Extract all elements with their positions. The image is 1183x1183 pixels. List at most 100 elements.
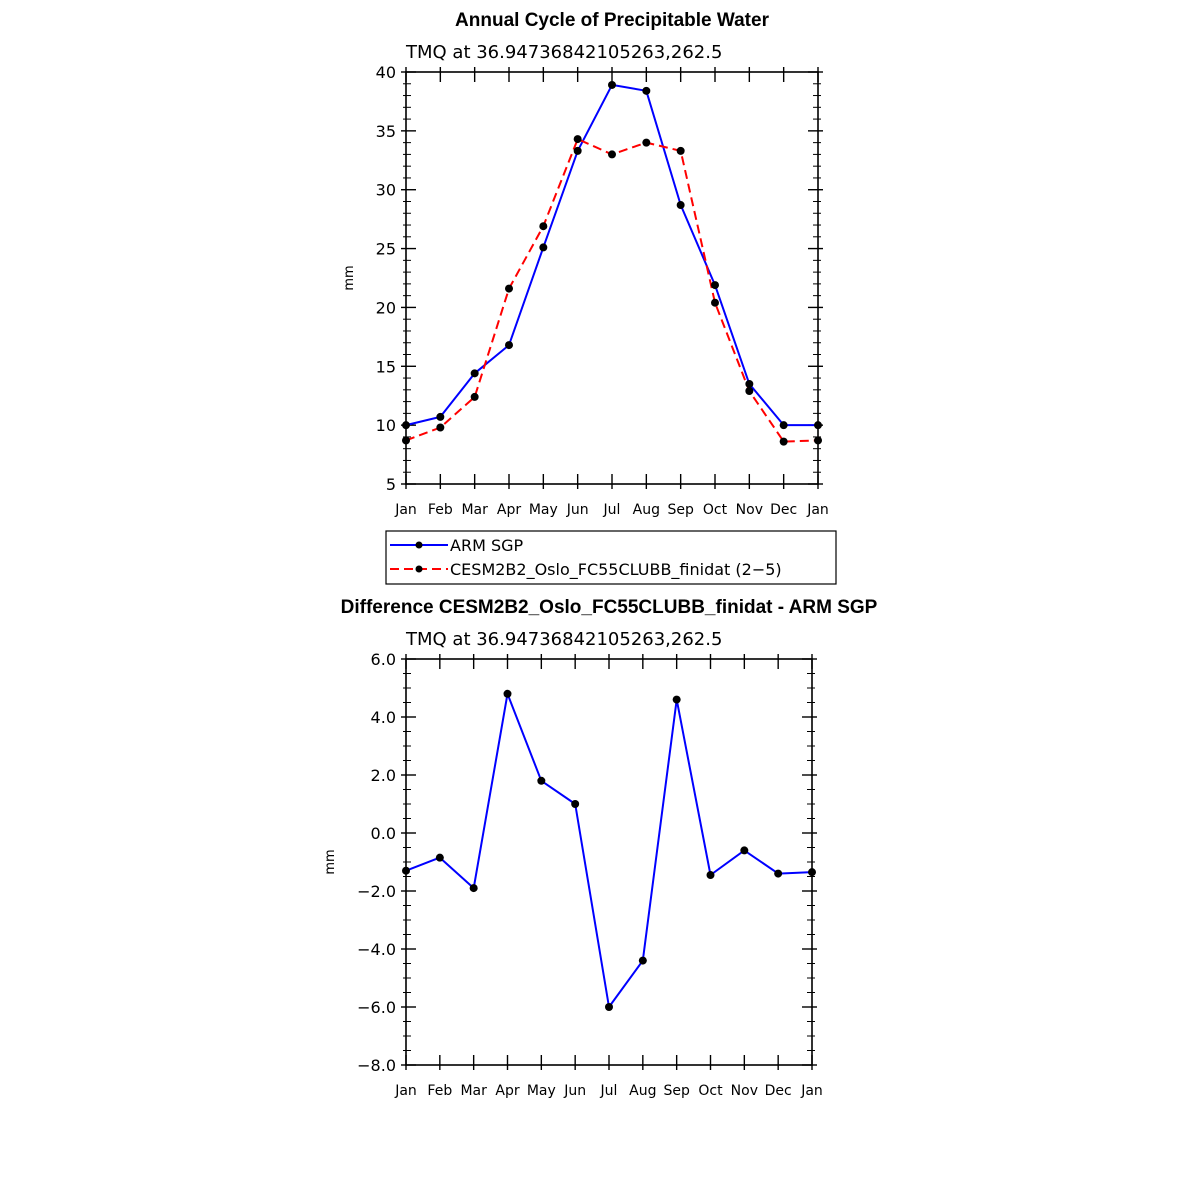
panel-1-data-point-0 (436, 412, 445, 421)
panel-1-x-tick-label: Feb (428, 502, 453, 518)
panel-1-y-tick-label: 5 (386, 475, 396, 494)
panel-2-x-tick-label: Feb (427, 1083, 452, 1099)
panel-2-x-tick-label: May (527, 1083, 556, 1099)
panel-2-y-tick-label: 2.0 (371, 766, 396, 785)
panel-1-x-tick-label: Jul (603, 502, 621, 518)
panel-2-data-point-0 (638, 956, 647, 965)
panel-2-data-point-0 (672, 695, 681, 704)
panel-2-x-tick-label: Jan (800, 1083, 823, 1099)
panel-1-y-tick-label: 20 (376, 298, 396, 317)
panel-2-series (402, 689, 816, 1011)
panel-2-data-point-0 (571, 800, 580, 808)
panel-1-data-point-0 (642, 86, 651, 95)
panel-2-x-tick-label: Jan (394, 1083, 417, 1099)
panel-1-y-tick-label: 10 (376, 416, 396, 435)
legend: ARM SGP CESM2B2_Oslo_FC55CLUBB_finidat (… (385, 530, 837, 585)
panel-1-data-point-0 (676, 201, 685, 210)
panel-1-data-point-0 (608, 80, 616, 89)
panel-1-data-point-0 (745, 379, 754, 388)
panel-2-data-point-0 (808, 868, 816, 877)
panel-2-data-point-0 (537, 776, 546, 785)
panel-1-data-point-0 (711, 281, 719, 290)
panel-1-x-tick-label: Oct (703, 502, 728, 518)
panel-2-data-point-0 (706, 871, 715, 880)
panel-2-y-tick-label: −2.0 (357, 882, 396, 901)
panel-1-x-tick-label: Jan (394, 502, 417, 518)
panel-2-y-axis-label: mm (323, 849, 338, 874)
panel-1-data-point-1 (745, 387, 754, 396)
panel-1-data-point-1 (676, 146, 685, 155)
panel-1-data-point-1 (814, 436, 822, 445)
panel-2-x-tick-label: Sep (663, 1083, 690, 1099)
panel-1-x-tick-label: Aug (633, 502, 660, 518)
panel-1-x-tick-label: Apr (497, 502, 521, 518)
panel-1-y-tick-label: 25 (376, 240, 396, 259)
panel-1-data-point-0 (505, 341, 513, 350)
annual-cycle-panel: Annual Cycle of Precipitable Water TMQ a… (342, 10, 829, 518)
difference-panel: Difference CESM2B2_Oslo_FC55CLUBB_finida… (323, 597, 878, 1099)
panel-1-x-tick-label: Sep (667, 502, 694, 518)
legend-marker-cesm (415, 565, 423, 573)
panel-1-y-tick-label: 40 (376, 63, 396, 82)
panel-2-x-tick-label: Apr (495, 1083, 519, 1099)
panel-1-data-point-1 (608, 150, 616, 159)
panel-1-y-tick-label: 30 (376, 181, 396, 200)
panel-2-data-point-0 (402, 866, 410, 875)
panel-2-y-tick-label: 0.0 (371, 824, 396, 843)
panel-1-ticks (401, 67, 823, 489)
panel-1-data-point-1 (436, 423, 445, 432)
panel-2-x-tick-label: Dec (765, 1083, 792, 1099)
panel-2-data-point-0 (469, 884, 478, 893)
legend-marker-arm-sgp (415, 541, 423, 549)
panel-1-data-point-0 (402, 421, 410, 430)
panel-1-y-tick-label: 15 (376, 357, 396, 376)
panel-1-x-tick-label: Mar (461, 502, 488, 518)
panel-1-series (402, 80, 822, 446)
legend-box (385, 530, 837, 585)
panel-1-y-tick-label: 35 (376, 122, 396, 141)
panel-1-data-point-1 (779, 437, 788, 446)
panel-2-x-tick-label: Jul (600, 1083, 618, 1099)
panel-2-x-tick-label: Aug (629, 1083, 656, 1099)
panel-1-y-axis-label: mm (342, 265, 357, 290)
panel-1-x-tick-label: Nov (736, 502, 763, 518)
panel-1-data-point-0 (814, 421, 822, 430)
panel-2-subtitle: TMQ at 36.94736842105263,262.5 (405, 629, 722, 650)
panel-2-y-tick-label: −6.0 (357, 998, 396, 1017)
panel-1-data-point-1 (505, 284, 513, 293)
panel-1-x-tick-label: May (529, 502, 558, 518)
panel-1-x-tick-labels: Jan Feb Mar Apr May Jun Jul Aug Sep Oct Nov Dec Jan (394, 502, 829, 518)
panel-2-x-tick-label: Nov (731, 1083, 758, 1099)
panel-2-data-point-0 (503, 689, 512, 698)
panel-1-subtitle: TMQ at 36.94736842105263,262.5 (405, 42, 722, 63)
panel-1-data-point-1 (402, 436, 410, 445)
panel-2-y-tick-label: −4.0 (357, 940, 396, 959)
panel-1-data-point-1 (573, 135, 582, 144)
panel-1-x-tick-label: Jan (806, 502, 829, 518)
panel-2-x-tick-labels: Jan Feb Mar Apr May Jun Jul Aug Sep Oct Nov Dec Jan (394, 1083, 823, 1099)
panel-2-y-tick-labels: −8.0 −6.0 −4.0 −2.0 0.0 2.0 4.0 6.0 (357, 650, 396, 1075)
panel-1-data-point-1 (711, 298, 719, 307)
panel-2-data-point-0 (740, 846, 749, 855)
panel-2-y-tick-label: −8.0 (357, 1056, 396, 1075)
panel-2-data-point-0 (435, 853, 444, 862)
panel-2-title: Difference CESM2B2_Oslo_FC55CLUBB_finida… (341, 597, 878, 618)
panel-1-data-point-1 (470, 392, 479, 401)
panel-1-data-point-1 (642, 138, 651, 147)
legend-label-cesm: CESM2B2_Oslo_FC55CLUBB_finidat (2−5) (450, 560, 782, 580)
panel-1-x-tick-label: Jun (566, 502, 589, 518)
panel-1-y-tick-labels: 5 10 15 20 25 30 35 40 (376, 63, 396, 494)
panel-1-data-point-0 (470, 369, 479, 378)
panel-2-data-point-0 (605, 1003, 613, 1011)
panel-2-x-tick-label: Oct (698, 1083, 723, 1099)
panel-2-x-tick-label: Jun (563, 1083, 586, 1099)
panel-1-data-point-0 (539, 243, 548, 252)
panel-1-data-point-1 (539, 222, 548, 231)
panel-1-data-point-0 (779, 421, 788, 430)
panel-2-y-tick-label: 4.0 (371, 708, 396, 727)
panel-1-title: Annual Cycle of Precipitable Water (455, 10, 770, 31)
panel-2-y-tick-label: 6.0 (371, 650, 396, 669)
panel-1-x-tick-label: Dec (770, 502, 797, 518)
